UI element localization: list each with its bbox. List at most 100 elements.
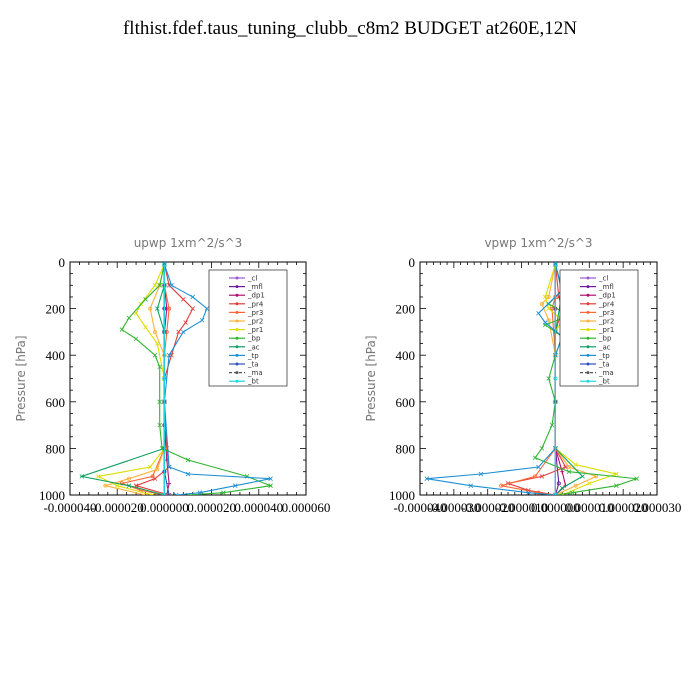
data-point	[221, 490, 226, 495]
legend-label: _ma	[247, 369, 263, 377]
legend-label: _ta	[247, 361, 259, 369]
x-tick-label: -0.000030	[427, 500, 480, 515]
y-tick-label: 1000	[39, 488, 65, 503]
data-point	[559, 485, 565, 491]
data-point	[157, 283, 162, 288]
legend-marker	[235, 302, 239, 306]
x-tick-label: 0.000020	[599, 500, 648, 515]
data-point	[155, 306, 160, 311]
data-point	[150, 474, 155, 479]
y-tick-label: 0	[409, 255, 416, 270]
legend-label: _pr2	[598, 318, 614, 326]
data-point	[166, 492, 172, 495]
data-point	[550, 306, 555, 311]
page-title: flthist.fdef.taus_tuning_clubb_c8m2 BUDG…	[122, 18, 577, 39]
y-tick-label: 400	[46, 348, 66, 363]
legend-label: _bt	[247, 378, 259, 386]
y-tick-label: 1000	[389, 488, 415, 503]
data-point	[167, 493, 172, 495]
data-point	[167, 306, 172, 311]
y-tick-label: 200	[46, 302, 66, 317]
data-point	[190, 294, 196, 300]
legend-label: _pr4	[247, 300, 264, 308]
data-point	[553, 376, 558, 381]
data-point	[162, 262, 167, 267]
data-point	[468, 483, 474, 488]
series-line-tp	[163, 264, 271, 495]
legend-label: _ac	[247, 343, 260, 351]
legend-marker	[235, 353, 239, 357]
x-tick-label: 0.000000	[531, 500, 580, 515]
data-point	[546, 318, 551, 323]
data-point	[573, 483, 578, 488]
data-point	[542, 294, 548, 300]
x-tick-label: 0.000010	[565, 500, 614, 515]
legend-marker	[586, 319, 590, 323]
legend-marker	[586, 362, 590, 366]
y-axis-label: Pressure [hPa]	[14, 335, 28, 421]
legend-marker	[586, 345, 590, 349]
legend-label: _tp	[598, 352, 610, 360]
data-point	[119, 327, 125, 332]
data-point	[157, 364, 162, 370]
legend-label: _pr1	[247, 326, 263, 334]
legend-label: _pr3	[598, 309, 614, 317]
legend-label: _cl	[247, 275, 257, 283]
data-point	[143, 296, 148, 302]
x-tick-label: 0.000030	[633, 500, 682, 515]
legend-label: _pr4	[598, 300, 615, 308]
data-point	[143, 324, 148, 330]
data-point	[268, 476, 273, 481]
legend-marker	[586, 336, 590, 340]
data-point	[587, 481, 592, 486]
data-point	[539, 301, 544, 306]
y-tick-label: 600	[396, 395, 416, 410]
x-tick-label: 0.000000	[140, 500, 189, 515]
chart-title: vpwp 1xm^2/s^3	[484, 236, 592, 250]
legend-marker	[235, 285, 239, 289]
data-point	[549, 422, 555, 428]
data-point	[580, 474, 585, 479]
data-point	[634, 476, 639, 481]
legend-marker	[235, 336, 239, 340]
data-point	[614, 483, 619, 488]
data-point	[162, 493, 167, 495]
data-point	[162, 376, 167, 381]
x-tick-label: -0.000020	[91, 500, 144, 515]
y-tick-label: 600	[46, 395, 66, 410]
data-point	[536, 310, 541, 316]
data-point	[539, 474, 545, 479]
legend: _cl_mfl_dp1_pr4_pr3_pr2_pr1_bp_ac_tp_ta_…	[208, 269, 288, 387]
legend-marker	[586, 285, 590, 289]
data-point	[560, 469, 565, 474]
data-point	[268, 483, 273, 488]
data-point	[546, 294, 551, 299]
y-tick-label: 200	[396, 302, 416, 317]
data-point	[190, 306, 196, 311]
data-point	[180, 329, 186, 335]
data-point	[566, 465, 571, 470]
data-point	[499, 483, 504, 488]
legend-label: _dp1	[247, 292, 265, 300]
data-point	[173, 492, 179, 495]
legend-marker	[586, 379, 590, 383]
data-point	[164, 306, 169, 311]
data-point	[197, 490, 203, 495]
data-point	[147, 464, 153, 470]
x-tick-label: 0.000020	[187, 500, 236, 515]
data-point	[539, 446, 545, 451]
data-point	[166, 352, 172, 358]
y-tick-label: 400	[396, 348, 416, 363]
data-point	[148, 306, 153, 311]
data-point	[614, 471, 619, 477]
series-line-ac	[79, 264, 165, 495]
data-point	[126, 315, 132, 321]
legend-label: _mfl	[598, 283, 614, 291]
legend-label: _bp	[598, 335, 612, 343]
data-point	[180, 296, 186, 302]
legend-marker	[586, 371, 590, 375]
data-point	[150, 492, 155, 495]
x-tick-label: -0.000040	[43, 500, 96, 515]
data-point	[152, 329, 157, 334]
legend: _cl_mfl_dp1_pr4_pr3_pr2_pr1_bp_ac_tp_ta_…	[559, 269, 639, 387]
